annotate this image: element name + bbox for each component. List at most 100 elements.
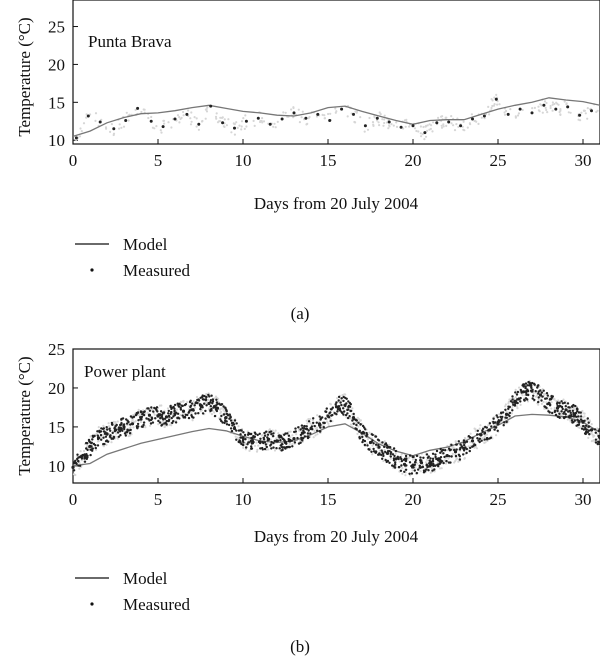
spread-dot [453, 129, 457, 132]
spread-dot [563, 100, 566, 103]
measured-point [576, 418, 579, 421]
measured-point [454, 454, 458, 458]
spread-dot [470, 113, 473, 116]
spread-dot [566, 418, 569, 421]
measured-point [411, 124, 415, 128]
spread-dot [220, 407, 223, 410]
measured-point [439, 451, 442, 454]
measured-point [564, 408, 568, 412]
measured-point [436, 459, 440, 462]
spread-dot [491, 104, 494, 108]
measured-point [168, 415, 171, 418]
spread-dot [255, 450, 259, 453]
spread-dot [595, 110, 598, 114]
measured-point [399, 469, 403, 472]
measured-point [376, 438, 380, 441]
spread-dot [428, 123, 431, 126]
measured-point [342, 407, 345, 410]
measured-point [471, 436, 474, 440]
spread-dot [97, 426, 100, 429]
spread-dot [363, 130, 366, 133]
measured-point [463, 443, 466, 447]
measured-point [588, 433, 591, 436]
measured-point [117, 435, 121, 438]
spread-dot [515, 405, 518, 408]
measured-point [527, 393, 530, 397]
y-axis-title: Temperature (°C) [15, 17, 34, 136]
spread-dot [503, 113, 507, 116]
spread-dot [359, 116, 362, 119]
spread-dot [440, 124, 443, 127]
spread-dot [498, 103, 501, 106]
measured-point [171, 421, 174, 425]
spread-dot [536, 394, 539, 397]
spread-dot [120, 126, 123, 129]
spread-dot [382, 459, 385, 463]
measured-point [325, 407, 328, 410]
measured-point [103, 432, 107, 435]
measured-point [215, 398, 218, 401]
measured-point [583, 419, 586, 422]
measured-point [432, 462, 435, 466]
measured-point [394, 449, 398, 453]
spread-dot [272, 125, 275, 128]
model-series [72, 97, 600, 138]
spread-dot [440, 467, 443, 470]
measured-point [464, 441, 467, 444]
spread-dot [223, 118, 226, 121]
spread-dot [431, 130, 434, 133]
measured-point [292, 111, 296, 115]
measured-point [471, 445, 474, 448]
measured-point [303, 427, 306, 430]
measured-point [170, 410, 173, 414]
spread-dot [438, 467, 442, 470]
measured-point [135, 425, 139, 428]
measured-point [391, 453, 395, 456]
spread-dot [131, 418, 134, 421]
measured-point [465, 447, 468, 451]
measured-point [316, 429, 319, 432]
measured-point [306, 436, 310, 440]
spread-dot [85, 113, 88, 116]
spread-dot [551, 109, 554, 112]
measured-point [258, 432, 261, 435]
measured-point [159, 410, 163, 413]
measured-point [89, 453, 92, 457]
measured-point [340, 397, 343, 400]
measured-point [145, 417, 148, 420]
measured-point [374, 443, 378, 446]
spread-dot [85, 116, 88, 119]
spread-dot [114, 435, 117, 438]
y-tick-label: 10 [48, 131, 65, 150]
measured-point [188, 400, 192, 404]
spread-dot [289, 436, 292, 439]
measured-point [486, 438, 489, 441]
measured-point [135, 412, 138, 416]
measured-point [507, 405, 510, 408]
spread-dot [537, 403, 540, 406]
measured-point [337, 405, 341, 408]
spread-dot [565, 102, 568, 105]
spread-dot [223, 410, 226, 413]
spread-dot [242, 117, 245, 120]
measured-point [349, 403, 352, 406]
measured-point [96, 444, 100, 447]
spread-dot [509, 108, 512, 111]
x-tick-label: 15 [320, 490, 337, 509]
measured-point [229, 427, 233, 430]
spread-dot [419, 125, 422, 128]
measured-point [496, 420, 500, 423]
measured-point [501, 411, 505, 414]
spread-dot [553, 102, 556, 106]
spread-dot [358, 418, 361, 421]
y-axis-ticks: 10 15 20 25 [48, 18, 78, 150]
spread-dot [519, 403, 522, 406]
measured-point [488, 437, 491, 440]
measured-point [496, 416, 499, 419]
measured-point [182, 416, 185, 419]
spread-dot [379, 113, 382, 116]
measured-point [341, 411, 344, 415]
spread-dot [514, 115, 517, 118]
measured-point [205, 395, 208, 399]
spread-dot [426, 129, 429, 132]
